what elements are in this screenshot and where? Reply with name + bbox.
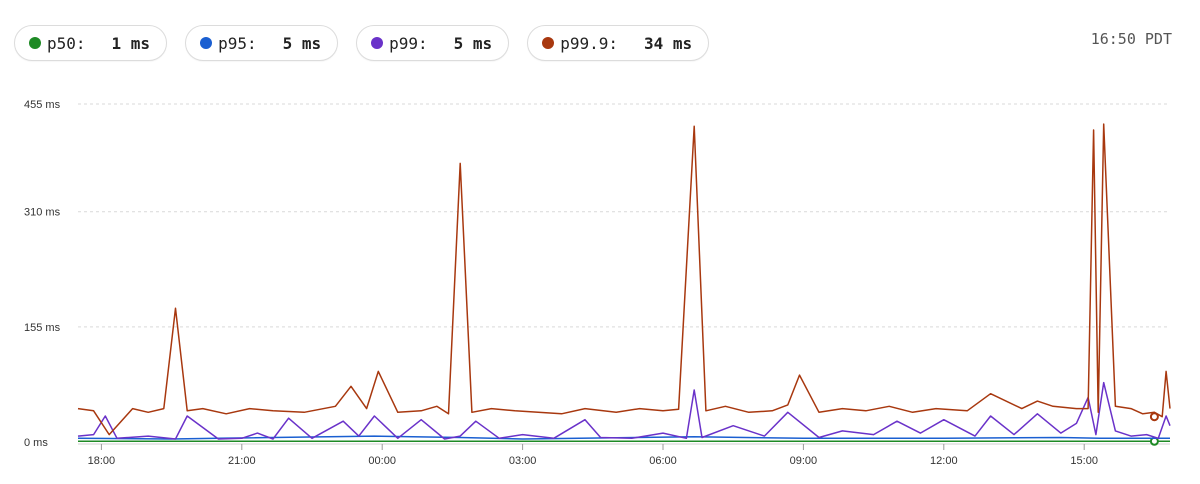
legend-label: p99.9:	[560, 33, 618, 53]
dot-icon	[29, 37, 41, 49]
legend-item-p50[interactable]: p50: 1 ms	[14, 25, 168, 61]
y-tick-label: 155 ms	[24, 322, 61, 334]
legend-value: 34 ms	[643, 33, 693, 53]
legend-label: p99:	[389, 33, 428, 53]
y-tick-label: 310 ms	[24, 207, 61, 219]
legend-item-p99-9[interactable]: p99.9: 34 ms	[527, 25, 710, 61]
x-tick-label: 12:00	[930, 455, 958, 467]
dot-icon	[542, 37, 555, 49]
x-tick-label: 09:00	[790, 455, 818, 467]
y-tick-label: 455 ms	[24, 99, 61, 111]
x-tick-label: 06:00	[649, 455, 677, 467]
x-tick-label: 15:00	[1070, 455, 1098, 467]
x-tick-label: 00:00	[368, 455, 396, 467]
dot-icon	[371, 37, 384, 49]
legend-item-p95[interactable]: p95: 5 ms	[185, 25, 339, 61]
series-line-p99	[77, 381, 1171, 440]
legend-value: 5 ms	[282, 33, 322, 53]
dot-icon	[200, 37, 213, 49]
legend-label: p50:	[47, 33, 86, 53]
series-end-marker-p99-9	[1149, 412, 1159, 422]
x-tick-label: 18:00	[88, 455, 116, 467]
legend-value: 1 ms	[111, 33, 151, 53]
current-time: 16:50 PDT	[1090, 30, 1172, 48]
x-tick-label: 03:00	[509, 455, 537, 467]
legend: p50: 1 ms p95: 5 ms p99: 5 ms p99.9: 34 …	[14, 25, 710, 61]
legend-item-p99[interactable]: p99: 5 ms	[356, 25, 510, 61]
series-line-p99-9	[77, 123, 1171, 436]
y-tick-label: 0 ms	[24, 437, 48, 449]
legend-value: 5 ms	[453, 33, 493, 53]
x-tick-label: 21:00	[228, 455, 256, 467]
legend-label: p95:	[218, 33, 257, 53]
